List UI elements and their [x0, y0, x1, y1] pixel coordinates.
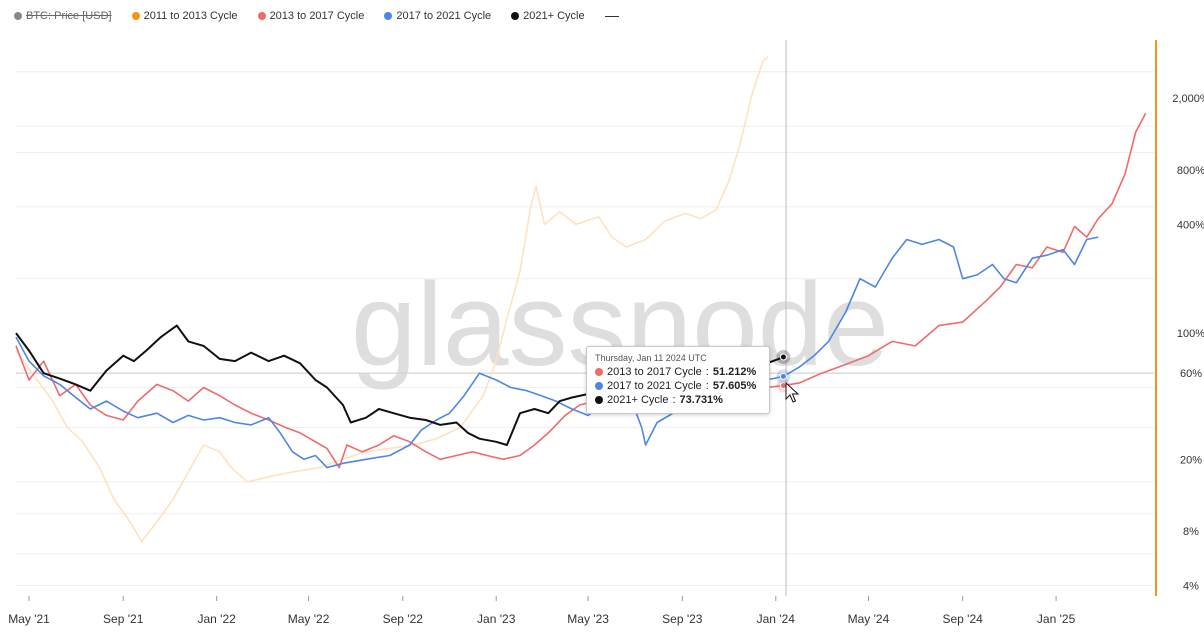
y-tick-label: 100% [1177, 328, 1204, 340]
x-tick-label: May '22 [288, 612, 330, 626]
x-tick-label: Jan '25 [1037, 612, 1076, 626]
x-tick-label: Jan '24 [757, 612, 796, 626]
tooltip-dot-icon [595, 396, 603, 404]
legend-dot-icon [14, 12, 22, 20]
y-tick-label: 8% [1183, 526, 1199, 538]
x-tick-label: Sep '23 [662, 612, 703, 626]
legend-dot-icon [511, 12, 520, 20]
legend-line-icon [604, 15, 619, 17]
x-tick-label: Sep '21 [103, 612, 144, 626]
tooltip-value: 57.605% [712, 380, 757, 392]
x-tick-label: Sep '24 [942, 612, 983, 626]
mouse-cursor-icon [785, 381, 800, 403]
tooltip-dot-icon [595, 382, 603, 390]
series-line-2011-to-2013-cycle [15, 56, 769, 543]
tooltip-series: 2017 to 2021 Cycle [607, 380, 702, 392]
y-tick-label: 2,000% [1172, 93, 1204, 105]
tooltip-row: 2021+ Cycle: 73.731% [595, 393, 761, 407]
legend-label: 2013 to 2017 Cycle [269, 10, 365, 22]
legend-label: 2017 to 2021 Cycle [396, 10, 492, 22]
tooltip-value: 51.212% [712, 366, 757, 378]
tooltip-value: 73.731% [679, 394, 723, 406]
x-axis: May '21 Sep '21 Jan '22 May '22 Sep '22 Jan '… [8, 596, 1076, 626]
legend-item-line[interactable] [604, 15, 619, 17]
chart-tooltip: Thursday, Jan 11 2024 UTC 2013 to 2017 C… [586, 346, 770, 414]
series-line-2017-to-2021-cycle [15, 236, 1099, 469]
x-tick-label: Sep '22 [383, 612, 424, 626]
series-line-2013-to-2017-cycle [15, 112, 1147, 469]
x-tick-label: May '24 [848, 612, 890, 626]
legend-dot-icon [257, 12, 266, 20]
legend-dot-icon [131, 12, 140, 20]
legend-item-btc-price[interactable]: BTC: Price [USD] [14, 10, 112, 22]
tooltip-row: 2017 to 2021 Cycle: 57.605% [595, 379, 761, 393]
legend-label: 2021+ Cycle [523, 10, 585, 22]
y-tick-label: 800% [1177, 165, 1204, 177]
tooltip-series: 2021+ Cycle [607, 394, 669, 406]
tooltip-row: 2013 to 2017 Cycle: 51.212% [595, 365, 761, 379]
legend-item-2013-cycle[interactable]: 2013 to 2017 Cycle [257, 10, 365, 22]
x-tick-label: Jan '23 [477, 612, 516, 626]
y-tick-label: 4% [1183, 581, 1199, 593]
legend-item-2011-cycle[interactable]: 2011 to 2013 Cycle [131, 10, 238, 22]
tooltip-series: 2013 to 2017 Cycle [607, 366, 702, 378]
legend-item-2017-cycle[interactable]: 2017 to 2021 Cycle [384, 10, 491, 22]
hover-marker [779, 372, 787, 380]
x-tick-label: May '21 [8, 612, 50, 626]
y-tick-label: 20% [1180, 454, 1202, 466]
chart-legend: BTC: Price [USD] 2011 to 2013 Cycle 2013… [14, 7, 619, 25]
y-tick-label: 60% [1180, 368, 1202, 380]
legend-dot-icon [384, 12, 393, 20]
y-axis: 2,000% 800% 400% 100% 60% 20% 8% 4% [1172, 93, 1204, 592]
x-tick-label: May '23 [567, 612, 609, 626]
hover-marker [779, 353, 787, 361]
x-tick-label: Jan '22 [198, 612, 237, 626]
legend-item-2021-cycle[interactable]: 2021+ Cycle [511, 10, 585, 22]
y-tick-label: 400% [1177, 219, 1204, 231]
tooltip-dot-icon [595, 368, 603, 376]
legend-label: BTC: Price [USD] [26, 10, 112, 22]
grid-lines [16, 71, 1154, 587]
legend-label: 2011 to 2013 Cycle [143, 10, 238, 22]
tooltip-date: Thursday, Jan 11 2024 UTC [595, 353, 707, 363]
